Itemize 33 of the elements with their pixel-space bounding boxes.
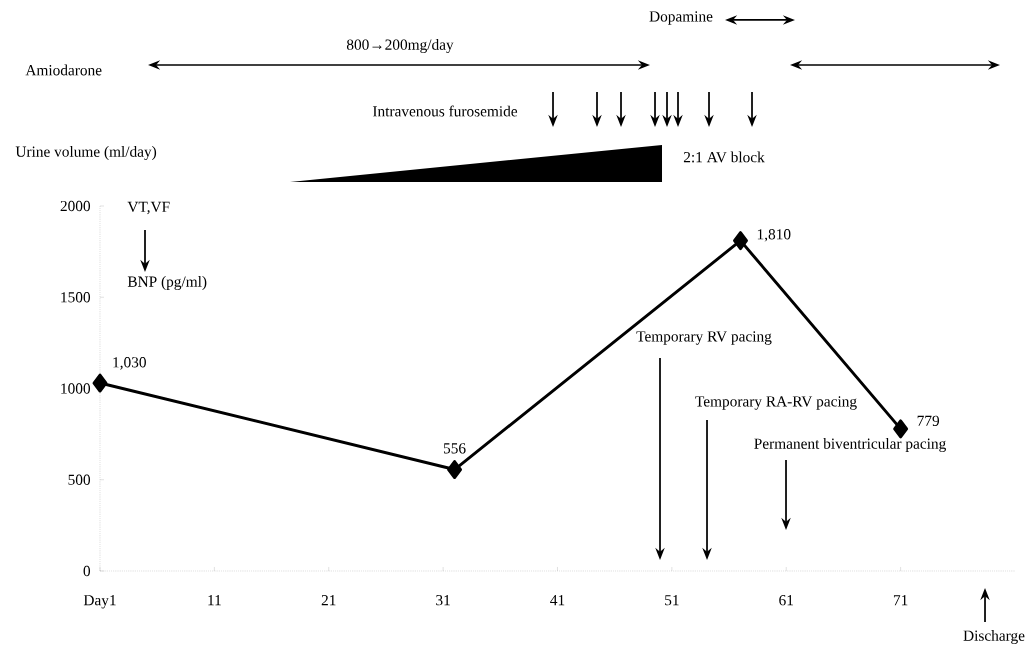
x-tick-label: 41 <box>550 595 565 606</box>
y-tick-label: 1000 <box>61 383 91 394</box>
y-tick-label: 2000 <box>60 200 91 212</box>
y-tick-label: 500 <box>68 474 91 485</box>
x-tick-label: 71 <box>893 595 908 606</box>
data-label: 1,810 <box>757 229 791 242</box>
data-label: 779 <box>917 415 940 426</box>
text: Amiodarone <box>25 64 102 76</box>
text: Dopamine <box>649 11 713 25</box>
text: Discharge <box>963 630 1025 644</box>
x-tick-label: 31 <box>436 595 450 606</box>
data-label: 1,030 <box>113 357 146 370</box>
text: Urine volume (ml/day) <box>15 146 157 160</box>
annotation: Temporary RV pacing <box>636 331 772 345</box>
point <box>893 419 909 439</box>
annotation: VT,VF <box>127 201 170 215</box>
point <box>447 460 463 479</box>
x-tick-label: Day1 <box>83 595 116 609</box>
y-tick-label: 0 <box>83 565 91 577</box>
text: 2:1 AV block <box>683 151 765 163</box>
text: 800→200mg/day <box>346 39 454 53</box>
data-label: 556 <box>443 443 466 454</box>
x-tick-label: 51 <box>665 595 679 606</box>
y-tick-label: 1500 <box>61 292 91 303</box>
text: Intravenous furosemide <box>372 105 518 117</box>
point <box>92 373 108 393</box>
x-tick-label: 21 <box>321 595 336 606</box>
x-tick-label: 11 <box>208 595 221 606</box>
annotation: Permanent biventricular pacing <box>754 438 946 452</box>
annotation: Temporary RA-RV pacing <box>695 396 857 410</box>
point <box>733 231 748 251</box>
x-tick-label: 61 <box>779 595 793 606</box>
y-axis-title: BNP (pg/ml) <box>127 276 207 290</box>
